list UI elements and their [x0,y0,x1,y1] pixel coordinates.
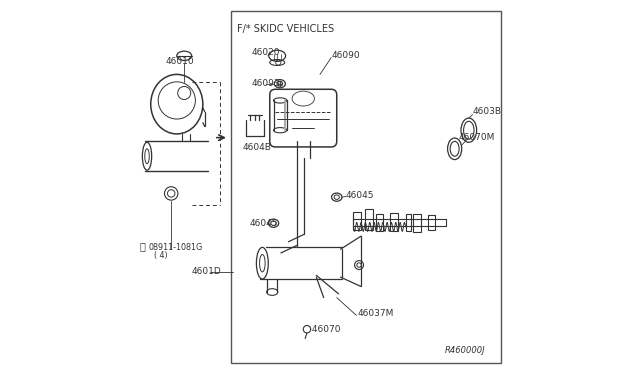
Text: 46070: 46070 [309,325,340,334]
Text: 46090: 46090 [331,51,360,60]
Text: 4603B: 4603B [472,107,502,116]
Text: 08911-1081G: 08911-1081G [148,243,202,252]
Text: 46093: 46093 [251,79,280,88]
Text: 46037M: 46037M [357,309,394,318]
Text: F/* SKIDC VEHICLES: F/* SKIDC VEHICLES [237,23,334,33]
Bar [406,214,412,231]
Bar [376,214,383,231]
Bar [353,212,361,230]
Bar [232,11,501,363]
Text: 46010: 46010 [166,57,195,66]
Ellipse shape [277,81,283,86]
Text: Ⓝ: Ⓝ [140,241,145,251]
Text: 46045: 46045 [250,219,278,228]
Text: 46020: 46020 [251,48,280,57]
Bar [428,215,435,230]
Text: 4604B: 4604B [243,143,272,152]
Text: R460000J: R460000J [445,346,486,355]
Text: 4601D: 4601D [191,267,221,276]
Bar [365,209,373,230]
Bar [390,213,399,231]
Text: 46045: 46045 [346,191,374,200]
Text: ( 4): ( 4) [154,251,168,260]
Text: 46070M: 46070M [458,133,495,142]
Bar [413,214,421,232]
